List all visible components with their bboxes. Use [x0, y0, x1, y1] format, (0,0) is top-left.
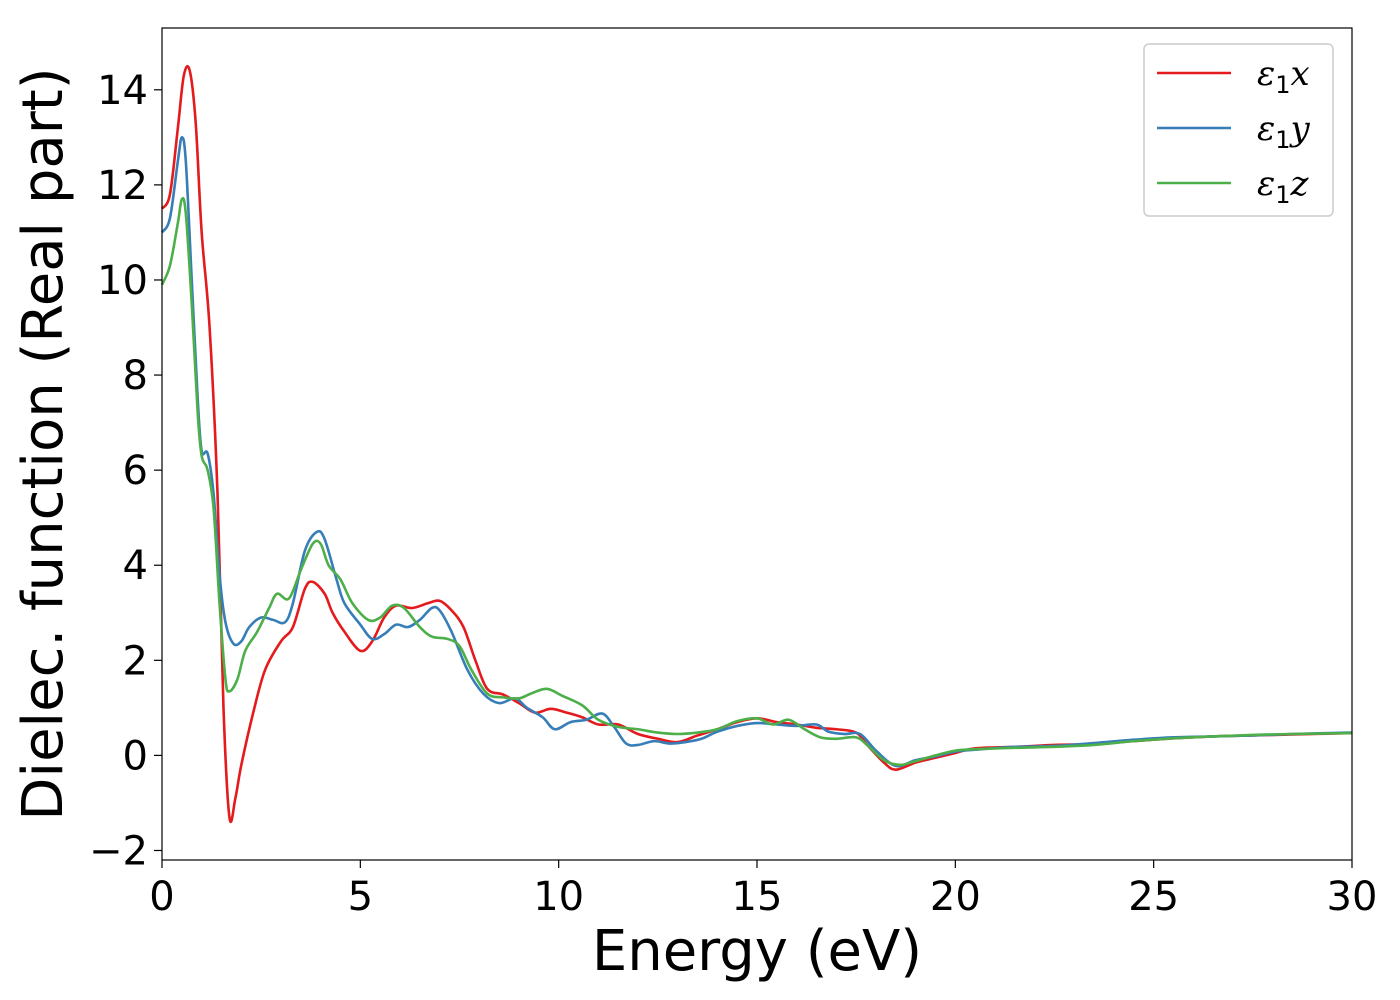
y-tick-label: 10 — [97, 258, 148, 304]
legend-label-y: ε1y — [1257, 109, 1311, 154]
x-tick-label: 15 — [732, 874, 783, 920]
y-tick-label: 8 — [123, 353, 148, 399]
x-tick-label: 0 — [149, 874, 174, 920]
x-tick-label: 10 — [533, 874, 584, 920]
legend-label-x: ε1x — [1257, 54, 1310, 99]
x-tick-label: 5 — [348, 874, 373, 920]
y-tick-label: 0 — [123, 733, 148, 779]
y-tick-label: 14 — [97, 68, 148, 114]
x-axis-title: Energy (eV) — [592, 919, 922, 984]
x-tick-label: 30 — [1327, 874, 1378, 920]
y-axis-ticks: −2 0 2 4 6 8 10 12 14 — [89, 68, 162, 874]
y-tick-label: 12 — [97, 163, 148, 209]
y-tick-label: 6 — [123, 448, 148, 494]
y-tick-label: 4 — [123, 543, 148, 589]
y-tick-label: 2 — [123, 638, 148, 684]
series-line-x — [160, 65, 1353, 824]
x-tick-label: 20 — [930, 874, 981, 920]
legend: ε1x ε1y ε1z — [1143, 43, 1334, 217]
x-tick-label: 25 — [1128, 874, 1179, 920]
x-axis-ticks: 0 5 10 15 20 25 30 — [149, 860, 1377, 920]
series-line-z — [160, 196, 1353, 767]
y-axis-title: Dielec. function (Real part) — [11, 67, 76, 820]
legend-box — [1143, 43, 1334, 217]
y-tick-label: −2 — [89, 828, 148, 874]
series-layer — [160, 65, 1353, 824]
legend-label-z: ε1z — [1257, 164, 1310, 209]
